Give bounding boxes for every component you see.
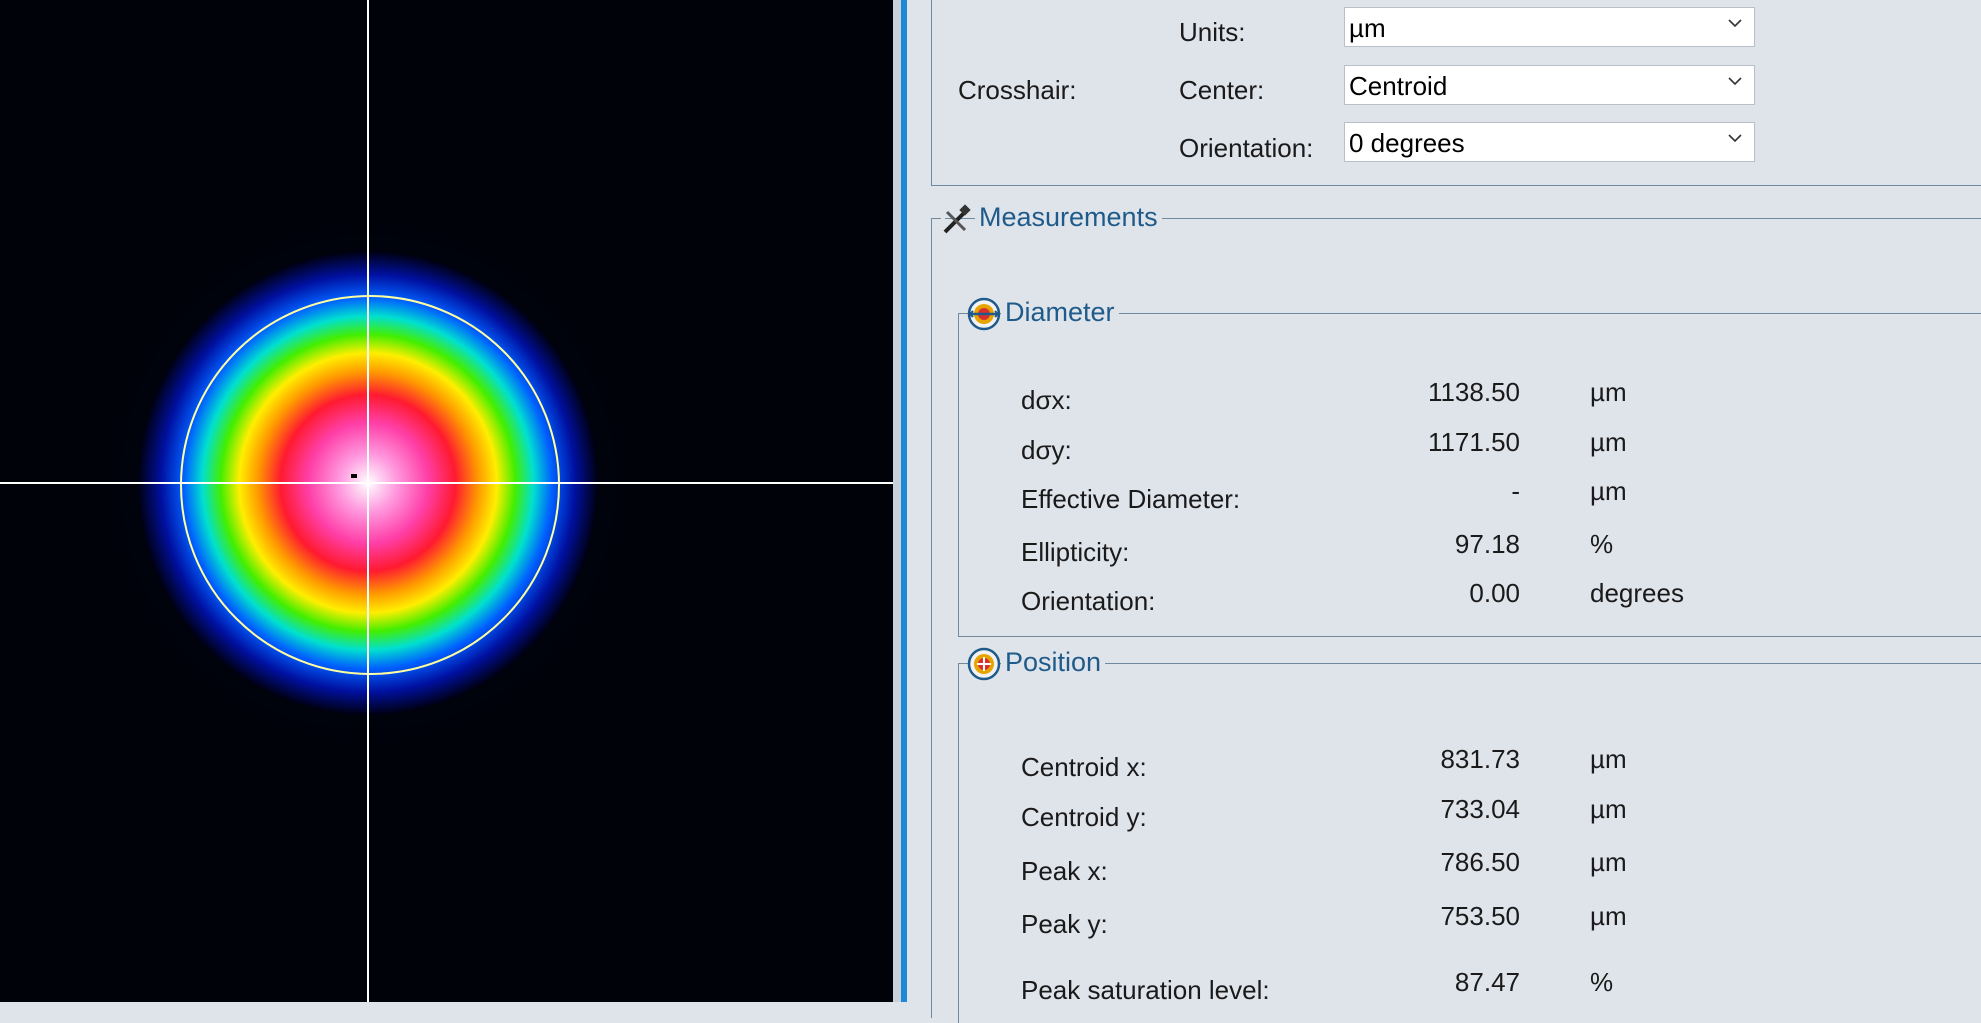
diameter-row-label: Effective Diameter: (1021, 484, 1241, 514)
position-header: Position (967, 647, 1147, 681)
diameter-row-value: - (1511, 476, 1520, 506)
crosshair-label: Crosshair: (958, 75, 1077, 105)
center-label: Center: (1179, 75, 1265, 105)
orientation-select[interactable]: 0 degrees (1344, 122, 1755, 162)
diameter-header: Diameter (967, 297, 1167, 331)
orientation-select-value: 0 degrees (1349, 128, 1465, 158)
diameter-row-value: 1171.50 (1427, 427, 1520, 457)
diameter-row-unit: µm (1590, 476, 1627, 506)
measurements-title: Measurements (975, 202, 1162, 233)
position-row-value: 831.73 (1440, 744, 1520, 774)
units-select-value: µm (1349, 13, 1386, 43)
peak-marker (351, 474, 357, 478)
chevron-down-icon (1728, 134, 1742, 143)
units-select[interactable]: µm (1344, 7, 1755, 47)
beam-profile-view[interactable] (0, 0, 893, 1002)
crosshair-settings-frame (931, 0, 1981, 186)
position-row-label: Centroid y: (1021, 802, 1147, 832)
diameter-row-unit: degrees (1590, 578, 1684, 608)
measurements-header: Measurements (941, 202, 1162, 234)
position-row-value: 733.04 (1440, 794, 1520, 824)
diameter-row-label: dσy: (1021, 435, 1072, 465)
diameter-row-label: Orientation: (1021, 586, 1156, 616)
beam-profile-image (0, 0, 893, 1002)
position-row-unit: µm (1590, 744, 1627, 774)
position-row-label: Peak saturation level: (1021, 975, 1270, 1005)
diameter-row-unit: µm (1590, 427, 1627, 457)
position-frame (958, 663, 1981, 1023)
position-title: Position (1001, 647, 1106, 678)
position-row-label: Peak y: (1021, 909, 1108, 939)
measure-tool-icon (943, 204, 971, 234)
settings-panel: Crosshair: Units: µm Center: Centroid Or… (907, 0, 1981, 1023)
position-row-unit: % (1590, 967, 1614, 997)
splitter[interactable] (893, 0, 901, 1002)
position-row-unit: µm (1590, 901, 1627, 931)
center-select[interactable]: Centroid (1344, 65, 1755, 105)
diameter-frame (958, 313, 1981, 637)
diameter-row-unit: µm (1590, 377, 1627, 407)
position-row-value: 753.50 (1440, 901, 1520, 931)
position-row-label: Peak x: (1021, 856, 1108, 886)
orientation-label: Orientation: (1179, 133, 1314, 163)
diameter-row-value: 97.18 (1454, 529, 1520, 559)
diameter-row-unit: % (1590, 529, 1614, 559)
position-row-unit: µm (1590, 794, 1627, 824)
measurements-frame (931, 218, 1981, 1018)
chevron-down-icon (1728, 77, 1742, 86)
splitter-accent (901, 0, 907, 1002)
position-row-value: 87.47 (1454, 967, 1520, 997)
diameter-row-value: 1138.50 (1427, 377, 1520, 407)
position-row-unit: µm (1590, 847, 1627, 877)
position-row-label: Centroid x: (1021, 752, 1147, 782)
diameter-icon (967, 297, 1001, 331)
chevron-down-icon (1728, 19, 1742, 28)
diameter-row-label: dσx: (1021, 385, 1072, 415)
diameter-title: Diameter (1001, 297, 1119, 328)
units-label: Units: (1179, 17, 1246, 47)
beam-diameter-ellipse (180, 295, 560, 675)
center-select-value: Centroid (1349, 71, 1448, 101)
diameter-row-value: 0.00 (1469, 578, 1520, 608)
position-icon (967, 647, 1001, 681)
position-row-value: 786.50 (1440, 847, 1520, 877)
diameter-row-label: Ellipticity: (1021, 537, 1130, 567)
